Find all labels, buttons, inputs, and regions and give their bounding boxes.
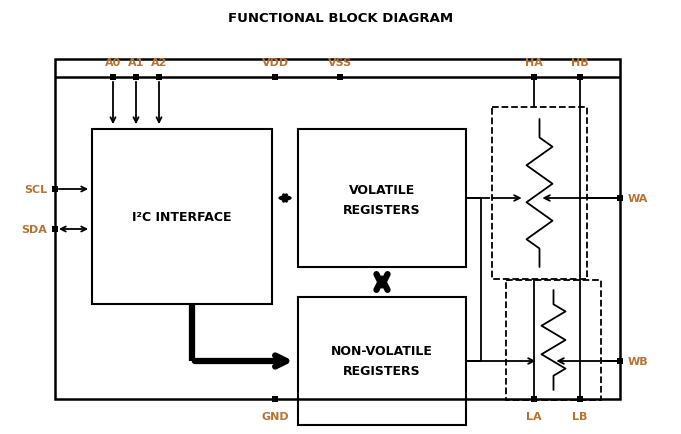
Text: NON-VOLATILE: NON-VOLATILE (331, 345, 433, 358)
Text: GND: GND (262, 411, 289, 421)
Text: SDA: SDA (21, 224, 47, 234)
Text: VDD: VDD (262, 58, 289, 68)
Bar (55, 60, 620, 399)
Bar (298, 297, 466, 425)
Text: A1: A1 (128, 58, 144, 68)
Text: A0: A0 (105, 58, 121, 68)
Bar (92, 130, 272, 304)
Text: LA: LA (526, 411, 542, 421)
Text: WB: WB (628, 356, 648, 366)
Bar (506, 280, 601, 400)
Text: REGISTERS: REGISTERS (343, 204, 421, 217)
Text: HB: HB (571, 58, 589, 68)
Text: A2: A2 (151, 58, 168, 68)
Bar (492, 108, 587, 279)
Text: HA: HA (525, 58, 543, 68)
Text: LB: LB (572, 411, 588, 421)
Text: WA: WA (628, 194, 648, 204)
Text: FUNCTIONAL BLOCK DIAGRAM: FUNCTIONAL BLOCK DIAGRAM (228, 11, 453, 24)
Text: VSS: VSS (328, 58, 352, 68)
Text: SCL: SCL (24, 184, 47, 194)
Text: VOLATILE: VOLATILE (349, 184, 415, 197)
Text: REGISTERS: REGISTERS (343, 365, 421, 378)
Text: I²C INTERFACE: I²C INTERFACE (132, 210, 232, 224)
Bar (298, 130, 466, 267)
